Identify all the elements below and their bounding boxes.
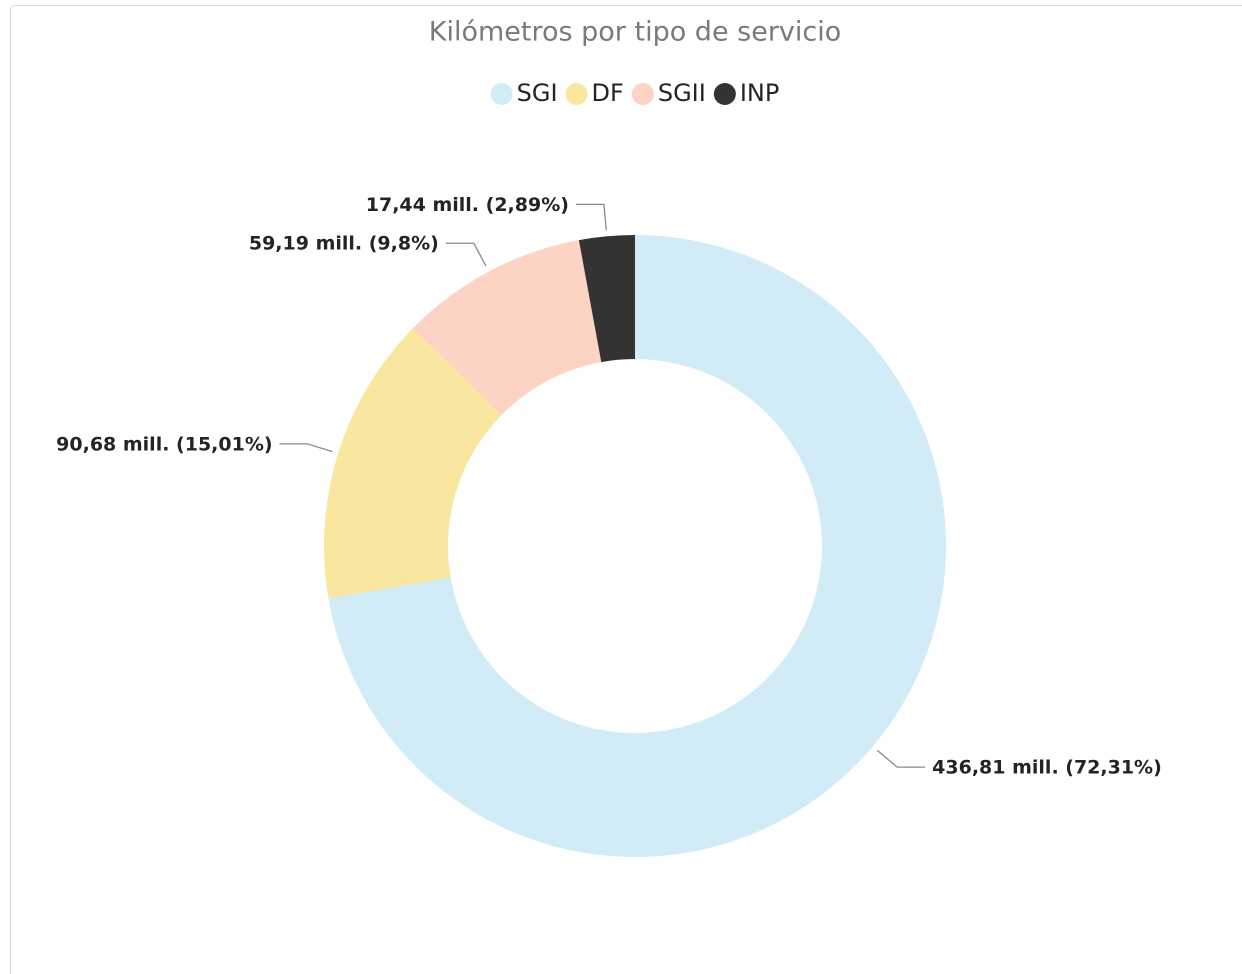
- donut-slice: [323, 328, 502, 599]
- legend-label: DF: [592, 79, 624, 107]
- data-label: 436,81 mill. (72,31%): [932, 757, 1162, 779]
- donut-slice: [578, 235, 635, 363]
- legend-marker: [565, 83, 588, 105]
- leader-line: [575, 203, 607, 231]
- card: [10, 5, 1242, 974]
- data-label: 90,68 mill. (15,01%): [56, 433, 272, 455]
- data-label: 17,44 mill. (2,89%): [366, 194, 569, 216]
- leader-line: [279, 443, 333, 453]
- leader-line: [876, 749, 926, 768]
- legend-label: INP: [740, 79, 780, 107]
- legend-label: SGII: [658, 79, 706, 107]
- legend-marker: [631, 83, 654, 105]
- legend-marker: [490, 83, 513, 105]
- legend-marker: [713, 83, 736, 105]
- donut-slice: [328, 235, 947, 857]
- leader-line: [445, 242, 487, 267]
- legend-label: SGI: [517, 79, 558, 107]
- data-label: 59,19 mill. (9,8%): [249, 233, 439, 255]
- donut-slice: [412, 240, 602, 416]
- chart-title: Kilómetros por tipo de servicio: [429, 17, 842, 48]
